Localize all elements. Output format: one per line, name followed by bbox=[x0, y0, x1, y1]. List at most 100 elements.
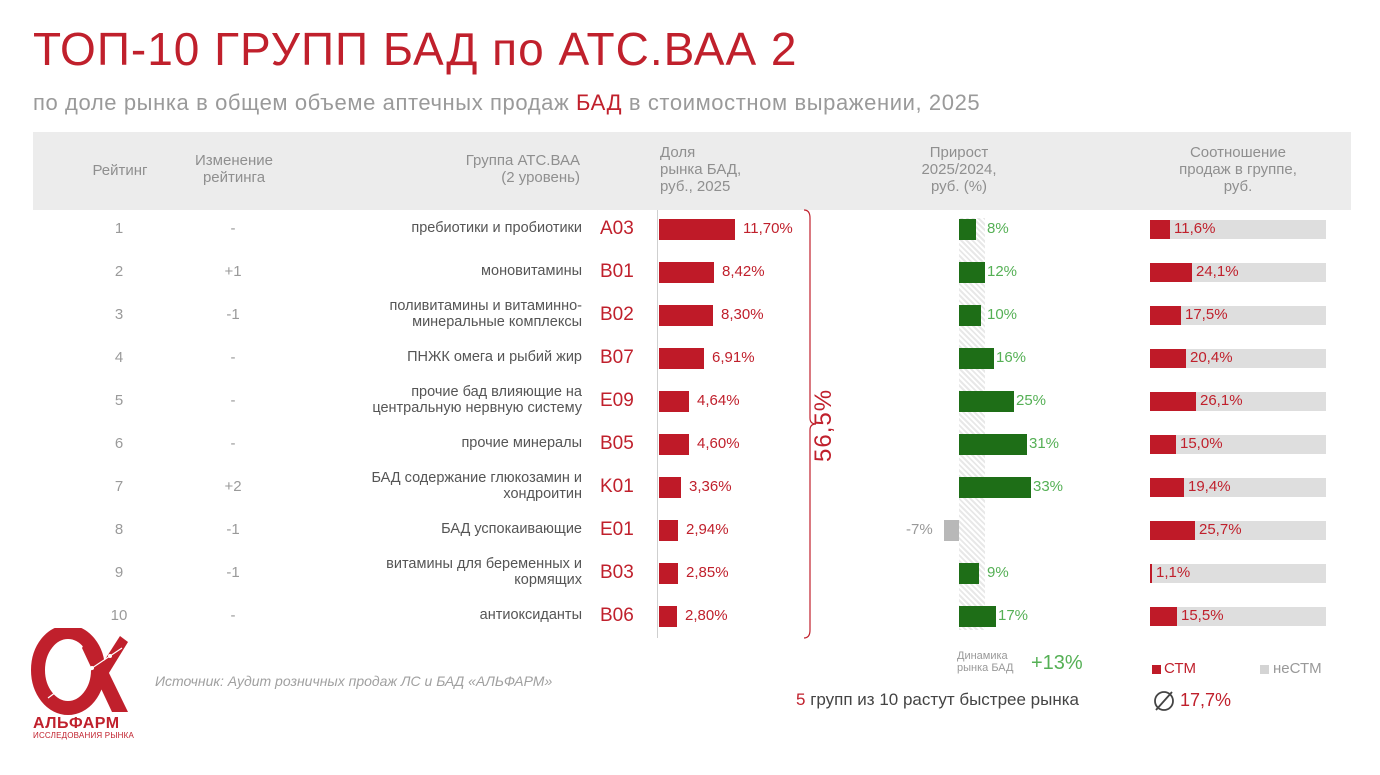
ratio-bar-stm bbox=[1150, 306, 1181, 325]
growth-bar bbox=[959, 606, 996, 627]
ratio-bar-stm bbox=[1150, 521, 1195, 540]
row-group-name: БАД содержание глюкозамин и хондроитин bbox=[371, 470, 582, 502]
share-bar bbox=[659, 219, 735, 240]
row-group-code: B03 bbox=[600, 562, 634, 583]
market-growth-reference bbox=[959, 218, 985, 630]
growth-bar bbox=[959, 219, 976, 240]
summary-text: 5 групп из 10 растут быстрее рынка bbox=[796, 690, 1079, 710]
row-rank-change: - bbox=[230, 392, 236, 409]
share-bar bbox=[659, 520, 678, 541]
growth-value-label: 16% bbox=[996, 349, 1027, 366]
share-value-label: 4,60% bbox=[697, 435, 740, 452]
header-ratio: Соотношение продаж в группе, руб. bbox=[1179, 144, 1297, 195]
total-share-bracket bbox=[803, 209, 817, 639]
row-rank: 8 bbox=[114, 521, 124, 538]
page-subtitle: по доле рынка в общем объеме аптечных пр… bbox=[33, 90, 980, 116]
growth-bar bbox=[959, 305, 981, 326]
row-group-code: A03 bbox=[600, 218, 634, 239]
alfarm-logo-icon bbox=[31, 628, 128, 715]
source-note: Источник: Аудит розничных продаж ЛС и БА… bbox=[155, 673, 553, 689]
row-rank-change: - bbox=[230, 607, 236, 624]
ratio-bar-stm bbox=[1150, 392, 1196, 411]
growth-bar bbox=[959, 348, 994, 369]
growth-value-label: 8% bbox=[987, 220, 1009, 237]
share-bar bbox=[659, 262, 714, 283]
ratio-bar-nonstm bbox=[1150, 607, 1326, 626]
ratio-value-label: 26,1% bbox=[1200, 392, 1243, 409]
share-value-label: 2,85% bbox=[686, 564, 729, 581]
header-growth: Прирост 2025/2024, руб. (%) bbox=[921, 144, 997, 195]
share-bar bbox=[659, 305, 713, 326]
row-rank: 7 bbox=[114, 478, 124, 495]
share-value-label: 8,30% bbox=[721, 306, 764, 323]
row-rank: 3 bbox=[114, 306, 124, 323]
row-rank-change: -1 bbox=[226, 306, 240, 323]
row-rank-change: - bbox=[230, 435, 236, 452]
ratio-bar-stm bbox=[1150, 435, 1176, 454]
growth-bar bbox=[959, 434, 1027, 455]
row-group-code: B02 bbox=[600, 304, 634, 325]
legend-nonstm-swatch bbox=[1260, 665, 1269, 674]
growth-value-label: 31% bbox=[1029, 435, 1060, 452]
growth-value-label: 25% bbox=[1016, 392, 1047, 409]
row-group-name: прочие бад влияющие на центральную нервн… bbox=[372, 384, 582, 416]
row-group-name: пребиотики и пробиотики bbox=[411, 220, 582, 236]
share-bar bbox=[659, 563, 678, 584]
ratio-bar-stm bbox=[1150, 220, 1170, 239]
row-rank: 9 bbox=[114, 564, 124, 581]
row-group-name: поливитамины и витаминно- минеральные ко… bbox=[389, 298, 582, 330]
legend-stm-label: СТМ bbox=[1164, 660, 1196, 677]
page-title: ТОП-10 ГРУПП БАД по АТС.ВАА 2 bbox=[33, 23, 798, 75]
ratio-bar-stm bbox=[1150, 263, 1192, 282]
row-group-name: БАД успокаивающие bbox=[441, 521, 582, 537]
subtitle-text: по доле рынка в общем объеме аптечных пр… bbox=[33, 90, 570, 115]
share-bar bbox=[659, 348, 704, 369]
row-group-code: B06 bbox=[600, 605, 634, 626]
row-rank: 6 bbox=[114, 435, 124, 452]
row-rank-change: +1 bbox=[224, 263, 242, 280]
share-bar bbox=[659, 606, 677, 627]
row-group-code: B01 bbox=[600, 261, 634, 282]
growth-value-label: -7% bbox=[906, 521, 933, 538]
ratio-bar-nonstm bbox=[1150, 263, 1326, 282]
growth-bar bbox=[959, 391, 1014, 412]
row-rank: 1 bbox=[114, 220, 124, 237]
average-value: 17,7% bbox=[1180, 690, 1232, 710]
ratio-bar-stm bbox=[1150, 349, 1186, 368]
ratio-bar-nonstm bbox=[1150, 435, 1326, 454]
row-rank-change: - bbox=[230, 349, 236, 366]
share-value-label: 11,70% bbox=[743, 220, 793, 237]
share-bar bbox=[659, 477, 681, 498]
legend-nonstm-label: неСТМ bbox=[1273, 660, 1322, 677]
row-rank: 2 bbox=[114, 263, 124, 280]
ratio-bar-stm bbox=[1150, 478, 1184, 497]
share-value-label: 6,91% bbox=[712, 349, 755, 366]
ratio-bar-nonstm bbox=[1150, 478, 1326, 497]
ratio-value-label: 17,5% bbox=[1185, 306, 1228, 323]
ratio-bar-nonstm bbox=[1150, 220, 1326, 239]
header-group: Группа АТС.ВАА (2 уровень) bbox=[465, 152, 580, 186]
ratio-value-label: 20,4% bbox=[1190, 349, 1233, 366]
row-rank-change: -1 bbox=[226, 564, 240, 581]
growth-bar bbox=[959, 563, 979, 584]
row-group-code: E01 bbox=[600, 519, 634, 540]
subtitle-text-end: в стоимостном выражении, 2025 bbox=[628, 90, 981, 115]
share-value-label: 4,64% bbox=[697, 392, 740, 409]
row-group-code: E09 bbox=[600, 390, 634, 411]
growth-value-label: 33% bbox=[1033, 478, 1064, 495]
logo-tagline: ИССЛЕДОВАНИЯ РЫНКА bbox=[33, 731, 134, 740]
row-rank-change: -1 bbox=[226, 521, 240, 538]
share-value-label: 2,80% bbox=[685, 607, 728, 624]
share-bar bbox=[659, 434, 689, 455]
ratio-value-label: 24,1% bbox=[1196, 263, 1239, 280]
ratio-bar-stm bbox=[1150, 607, 1177, 626]
ratio-value-label: 15,5% bbox=[1181, 607, 1224, 624]
ratio-value-label: 25,7% bbox=[1199, 521, 1242, 538]
growth-bar-negative bbox=[944, 520, 959, 541]
ratio-bar-nonstm bbox=[1150, 306, 1326, 325]
share-axis bbox=[657, 210, 658, 638]
row-group-name: прочие минералы bbox=[461, 435, 582, 451]
growth-value-label: 12% bbox=[987, 263, 1018, 280]
summary-description: групп из 10 растут быстрее рынка bbox=[810, 690, 1079, 709]
row-rank-change: - bbox=[230, 220, 236, 237]
